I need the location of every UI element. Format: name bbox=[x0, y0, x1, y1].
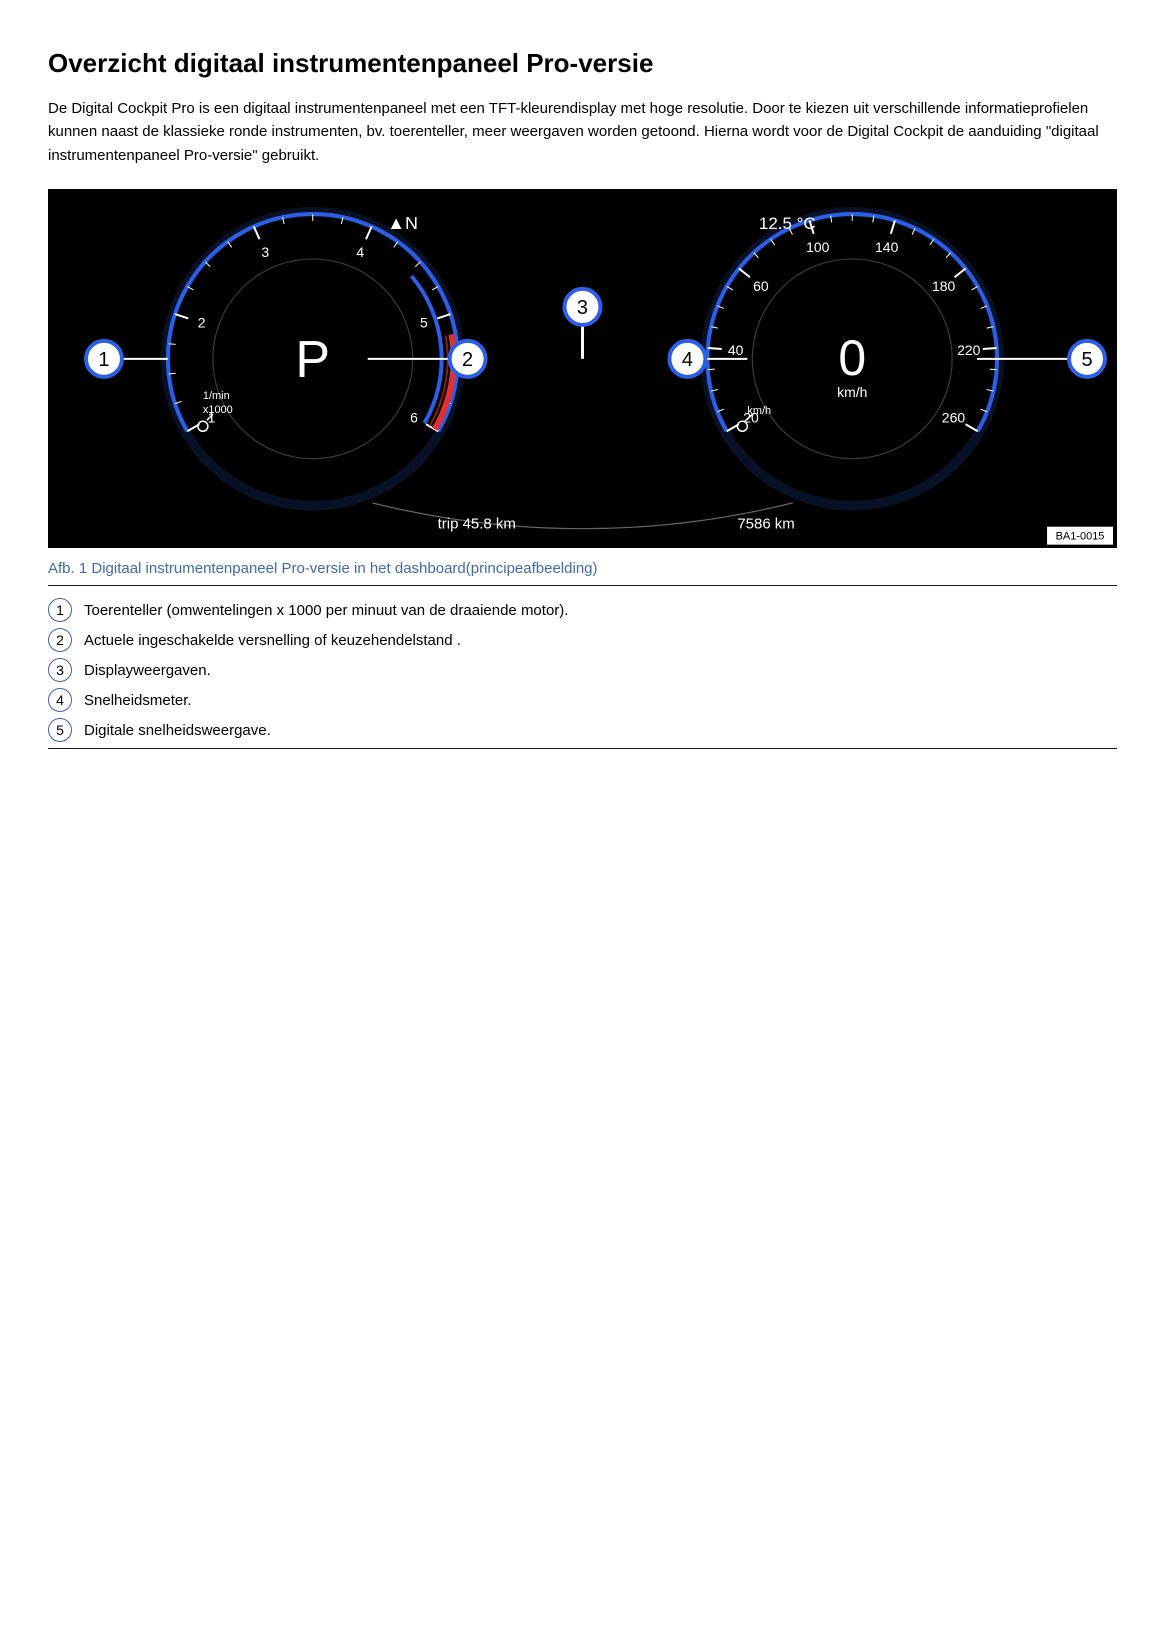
legend-text: Snelheidsmeter. bbox=[84, 691, 192, 711]
svg-text:x1000: x1000 bbox=[203, 404, 233, 416]
svg-text:1: 1 bbox=[98, 349, 109, 371]
svg-text:60: 60 bbox=[753, 278, 769, 294]
svg-text:3: 3 bbox=[261, 244, 269, 260]
svg-text:5: 5 bbox=[1081, 349, 1092, 371]
svg-text:2: 2 bbox=[462, 349, 473, 371]
intro-paragraph: De Digital Cockpit Pro is een digitaal i… bbox=[48, 97, 1117, 167]
svg-text:40: 40 bbox=[728, 342, 744, 358]
svg-text:180: 180 bbox=[932, 278, 956, 294]
svg-text:5: 5 bbox=[420, 314, 428, 330]
svg-text:12.5 °C: 12.5 °C bbox=[759, 214, 816, 233]
page-title: Overzicht digitaal instrumentenpaneel Pr… bbox=[48, 48, 1117, 79]
legend-marker: 2 bbox=[48, 628, 72, 652]
legend-item: 5 Digitale snelheidsweergave. bbox=[48, 718, 1117, 742]
svg-text:3: 3 bbox=[577, 297, 588, 319]
legend-marker: 1 bbox=[48, 598, 72, 622]
legend-marker: 4 bbox=[48, 688, 72, 712]
svg-text:6: 6 bbox=[410, 409, 418, 425]
svg-text:4: 4 bbox=[682, 349, 693, 371]
svg-text:km/h: km/h bbox=[837, 384, 867, 400]
figure-caption: Afb. 1 Digitaal instrumentenpaneel Pro-v… bbox=[48, 560, 1117, 577]
legend-item: 3 Displayweergaven. bbox=[48, 658, 1117, 682]
cluster-figure: 123456204060100140180220260P▲N1/minx1000… bbox=[48, 189, 1117, 549]
legend-text: Actuele ingeschakelde versnelling of keu… bbox=[84, 631, 461, 651]
svg-text:100: 100 bbox=[806, 239, 830, 255]
svg-text:0: 0 bbox=[838, 330, 866, 386]
legend-text: Toerenteller (omwentelingen x 1000 per m… bbox=[84, 601, 568, 621]
legend-text: Digitale snelheidsweergave. bbox=[84, 721, 271, 741]
svg-text:▲N: ▲N bbox=[387, 213, 418, 233]
cluster-svg: 123456204060100140180220260P▲N1/minx1000… bbox=[48, 189, 1117, 549]
legend-item: 1 Toerenteller (omwentelingen x 1000 per … bbox=[48, 598, 1117, 622]
svg-text:220: 220 bbox=[957, 342, 981, 358]
svg-text:BA1-0015: BA1-0015 bbox=[1056, 530, 1105, 542]
legend-marker: 5 bbox=[48, 718, 72, 742]
svg-text:trip 45.8 km: trip 45.8 km bbox=[438, 515, 516, 532]
svg-text:P: P bbox=[295, 331, 330, 389]
legend-item: 2 Actuele ingeschakelde versnelling of ke… bbox=[48, 628, 1117, 652]
svg-text:4: 4 bbox=[356, 244, 364, 260]
legend-marker: 3 bbox=[48, 658, 72, 682]
divider-bottom bbox=[48, 748, 1117, 749]
svg-text:260: 260 bbox=[942, 409, 966, 425]
svg-text:140: 140 bbox=[875, 239, 899, 255]
svg-text:km/h: km/h bbox=[747, 405, 771, 417]
legend-text: Displayweergaven. bbox=[84, 661, 211, 681]
legend-item: 4 Snelheidsmeter. bbox=[48, 688, 1117, 712]
divider-top bbox=[48, 585, 1117, 586]
svg-text:1/min: 1/min bbox=[203, 390, 230, 402]
svg-text:2: 2 bbox=[198, 314, 206, 330]
svg-text:7586 km: 7586 km bbox=[737, 515, 794, 532]
legend-list: 1 Toerenteller (omwentelingen x 1000 per … bbox=[48, 598, 1117, 742]
